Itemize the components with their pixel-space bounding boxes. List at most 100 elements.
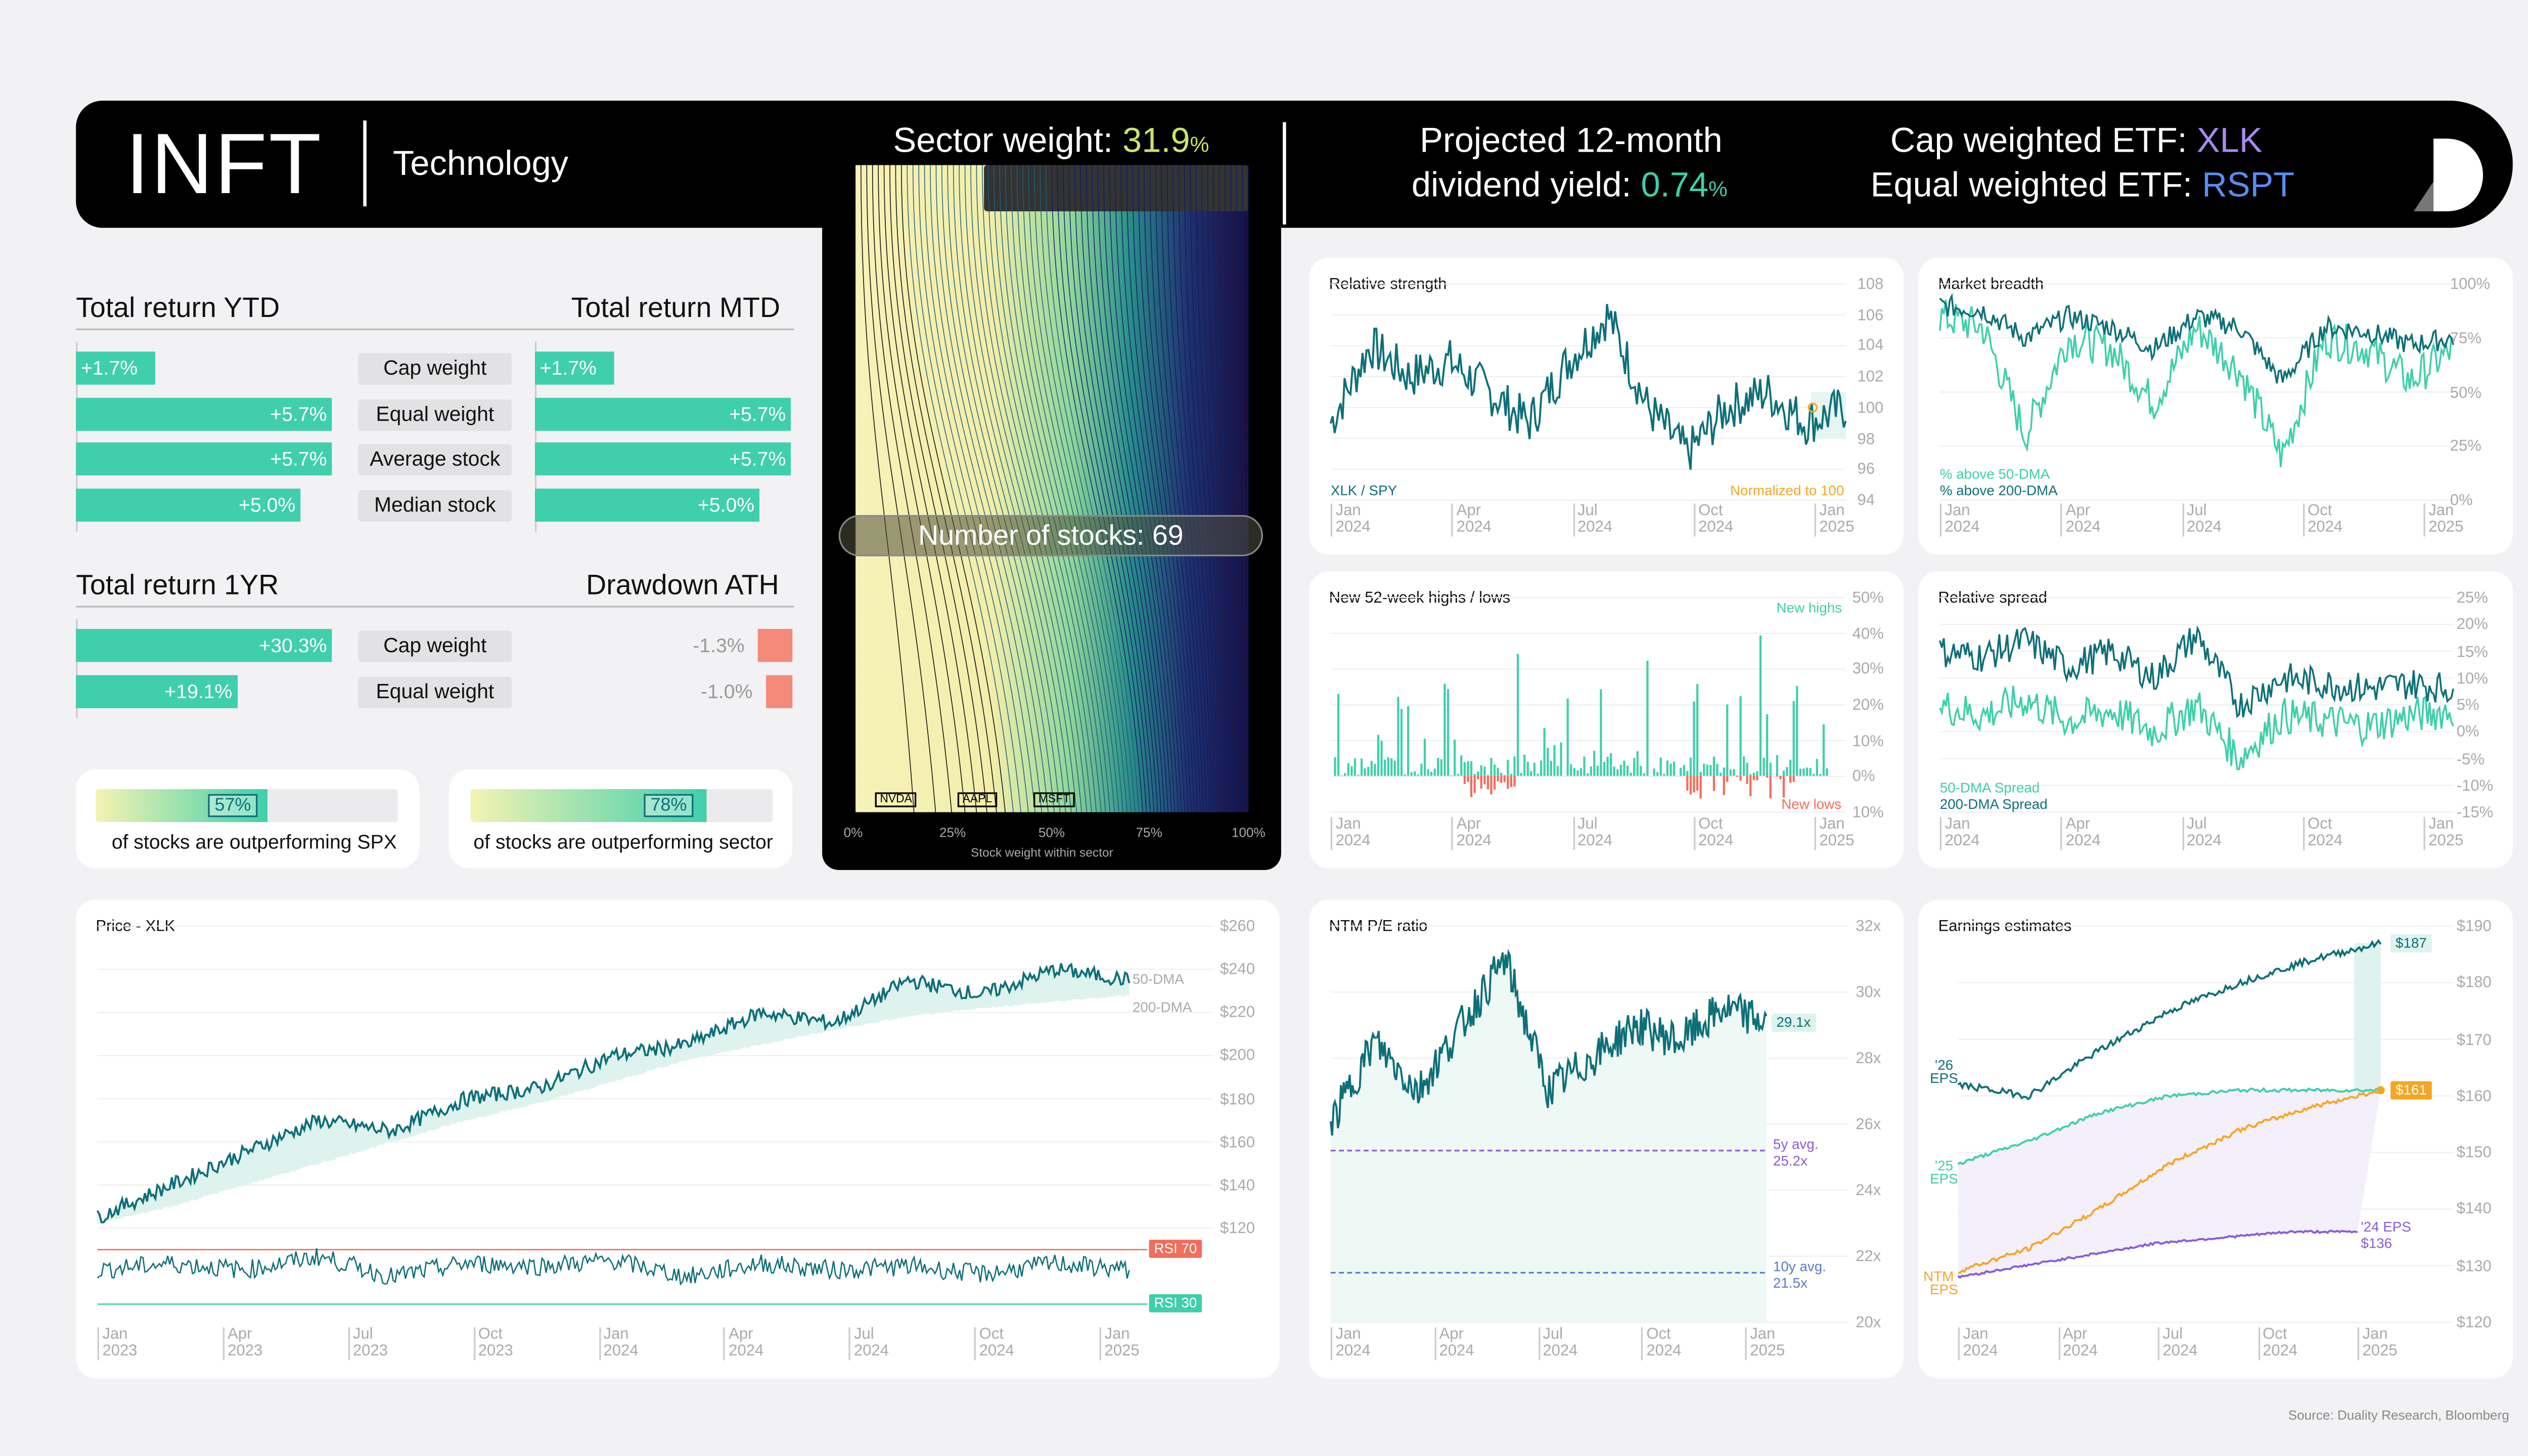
- xtick-year: 2024: [1698, 518, 1734, 537]
- new-high-bar: [1703, 763, 1705, 776]
- stock-weight-curve: [924, 165, 1036, 812]
- sector-weight-pct: %: [1190, 132, 1209, 157]
- eps-187: $187: [2390, 934, 2432, 953]
- eps-ytick: $190: [2456, 918, 2492, 936]
- new-high-bar: [1547, 748, 1549, 776]
- stock-weight-curve: [1155, 165, 1204, 812]
- xtick-month: Oct: [478, 1326, 503, 1344]
- stock-weight-curve: [1166, 165, 1210, 812]
- rs-ytick: 106: [1857, 306, 1884, 325]
- new-high-bar: [1470, 761, 1473, 776]
- new-low-bar: [1752, 776, 1755, 781]
- stock-weight-curve: [1011, 165, 1115, 812]
- stock-weight-curve: [999, 165, 1106, 812]
- new-high-bar: [1414, 771, 1416, 776]
- yr-axis: [76, 619, 78, 718]
- new-high-bar: [1729, 769, 1732, 776]
- new-high-bar: [1337, 694, 1340, 776]
- price-xtick: Jul 2023: [348, 1327, 388, 1360]
- new-high-bar: [1636, 751, 1639, 776]
- rs-xtick: Jan 2025: [1814, 503, 1854, 537]
- rs-ytick: 98: [1857, 430, 1875, 448]
- new-high-bar: [1473, 774, 1476, 776]
- new-high-bar: [1437, 758, 1439, 776]
- spread-title: Relative spread: [1938, 589, 2048, 608]
- new-low-bar: [1510, 776, 1513, 787]
- new-high-bar: [1586, 773, 1589, 776]
- new-high-bar: [1533, 762, 1536, 776]
- new-low-bar: [1756, 776, 1758, 781]
- new-low-bar: [1490, 776, 1493, 795]
- outperform-track: [470, 789, 773, 823]
- stock-weight-curve: [1144, 165, 1198, 812]
- eps26-b: EPS: [1930, 1069, 1958, 1086]
- new-high-bar: [1680, 767, 1682, 776]
- spread-ytick: -15%: [2456, 804, 2494, 823]
- new-high-bar: [1813, 774, 1815, 776]
- stock-weight-curve: [1138, 165, 1195, 812]
- stock-weight-curve: [1120, 165, 1185, 812]
- eps-area: [1958, 1088, 2381, 1278]
- rsi-line: [97, 1248, 1130, 1286]
- stock-weight-curve: [1114, 165, 1182, 812]
- weights-xlabel: Stock weight within sector: [970, 845, 1113, 860]
- pe-ytick: 20x: [1856, 1314, 1881, 1333]
- spread-50-line: [1939, 686, 2454, 770]
- new-high-bar: [1486, 775, 1489, 776]
- stock-weight-curve: [1242, 165, 1246, 812]
- new-high-bar: [1520, 773, 1522, 776]
- new-low-bar: [1726, 776, 1729, 782]
- new-high-bar: [1483, 766, 1486, 776]
- new-high-bar: [1353, 758, 1357, 776]
- outperform-value: 57%: [208, 794, 258, 817]
- stock-weight-curve: [970, 165, 1082, 812]
- xtick-month: Jul: [352, 1326, 373, 1344]
- stock-weight-curve: [1207, 165, 1230, 812]
- stock-weight-curve: [964, 165, 1077, 812]
- breadth-legend-50: % above 50-DMA: [1939, 465, 2050, 482]
- new-high-bar: [1537, 774, 1539, 776]
- price-title: Price - XLK: [96, 918, 175, 936]
- new-high-bar: [1683, 765, 1685, 776]
- new-high-bar: [1556, 766, 1559, 776]
- duality-logo-icon: [2413, 139, 2484, 211]
- xtick-month: Oct: [2308, 815, 2332, 834]
- breadth-200-line: [1939, 293, 2454, 384]
- rs-xtick: Oct 2024: [1693, 503, 1734, 537]
- mtd-bar: +5.7%: [534, 442, 791, 476]
- stock-weight-curve: [1068, 165, 1155, 812]
- new-high-bar: [1543, 728, 1546, 776]
- breadth-ytick: 0%: [2450, 492, 2473, 510]
- mtd-bar: +5.7%: [534, 397, 791, 430]
- ntm-line: [1958, 1088, 2382, 1274]
- xtick-month: Apr: [1456, 815, 1481, 834]
- stock-weight-curve: [982, 165, 1092, 812]
- breadth-50-line: [1938, 299, 2454, 468]
- new-low-bar: [1723, 776, 1725, 795]
- yr-title: Total return 1YR: [76, 569, 279, 601]
- xtick-month: Jan: [1335, 815, 1361, 834]
- lows-legend: New lows: [1781, 795, 1842, 812]
- stock-weight-curve: [889, 165, 987, 812]
- new-high-bar: [1623, 760, 1626, 776]
- rs-ytick: 104: [1857, 337, 1884, 356]
- new-high-bar: [1404, 774, 1406, 776]
- xtick-month: Jan: [603, 1326, 629, 1344]
- new-high-bar: [1377, 735, 1380, 776]
- row-label: Median stock: [358, 489, 512, 521]
- new-high-bar: [1769, 762, 1772, 776]
- new-high-bar: [1357, 775, 1360, 776]
- eps26-a: '26: [1934, 1056, 1954, 1073]
- new-high-bar: [1752, 772, 1755, 776]
- xtick-year: 2024: [1335, 518, 1371, 537]
- price-line: [96, 963, 1131, 1224]
- stock-weight-curve: [901, 165, 1006, 812]
- xtick-month: Jan: [1335, 502, 1361, 520]
- rs-line: [1329, 304, 1847, 470]
- eps-xtick: Oct 2024: [2258, 1327, 2297, 1360]
- price-xtick: Oct 2023: [473, 1327, 513, 1360]
- rs-title: Relative strength: [1329, 276, 1447, 294]
- xtick-year: 2023: [478, 1342, 513, 1360]
- rs-note: Normalized to 100: [1730, 482, 1844, 499]
- new-high-bar: [1603, 762, 1606, 776]
